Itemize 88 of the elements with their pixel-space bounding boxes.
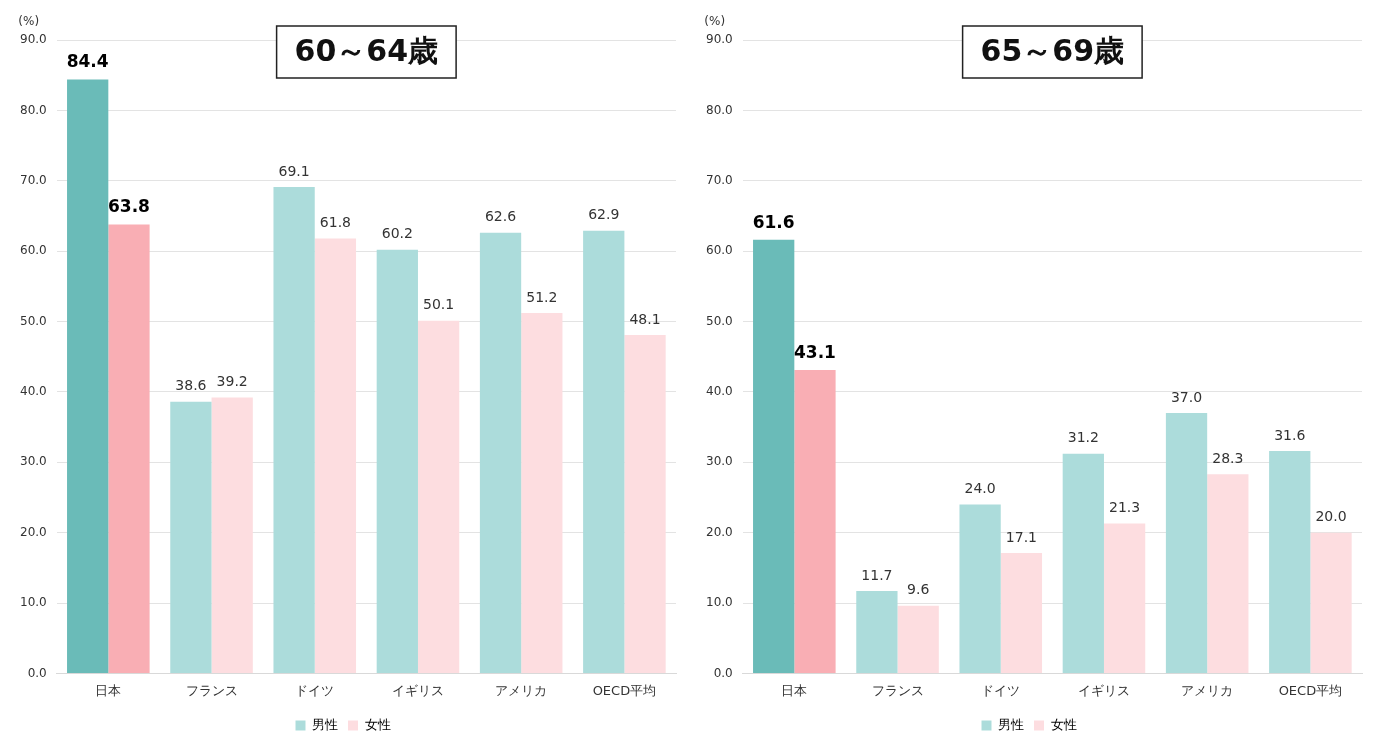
bar [1000,553,1043,673]
x-tick-label: アメリカ [1181,682,1234,698]
x-tick-label: フランス [185,682,238,698]
y-tick-label: 0.0 [27,665,47,680]
bar [314,238,357,673]
y-axis-title: (%) [704,14,726,29]
legend-label: 男性 [312,716,338,732]
x-tick-label: 日本 [781,682,808,698]
y-tick-label: 80.0 [20,102,47,117]
data-label: 39.2 [216,373,248,390]
y-tick-label: 90.0 [20,32,47,47]
x-tick-label: イギリス [391,682,444,698]
data-label: 31.2 [1067,429,1099,446]
y-tick-label: 10.0 [20,595,47,610]
x-tick-label: ドイツ [295,682,335,698]
y-tick-label: 90.0 [706,32,733,47]
data-label: 21.3 [1109,499,1141,516]
data-label: 24.0 [964,480,996,497]
y-tick-label: 70.0 [20,172,47,187]
bar [794,370,836,673]
data-label: 17.1 [1005,528,1037,545]
data-label: 61.6 [752,211,795,232]
data-label: 62.6 [484,208,517,225]
bar [108,224,150,673]
x-tick-label: 日本 [95,682,122,698]
y-tick-label: 70.0 [706,172,733,187]
bar [897,605,939,673]
y-tick-label: 30.0 [706,454,733,469]
data-label: 11.7 [861,566,893,583]
data-label: 37.0 [1170,388,1203,405]
data-label: 48.1 [629,310,661,327]
data-label: 38.6 [175,377,207,394]
bar [170,401,212,673]
bar [376,249,418,673]
y-tick-label: 80.0 [706,102,733,117]
data-label: 9.6 [907,581,930,598]
legend-label: 女性 [1050,716,1077,732]
y-tick-label: 0.0 [713,665,733,680]
bar [211,397,253,673]
bar [521,313,563,673]
bar [1269,451,1311,673]
chart-title: 60～64歳 [294,32,439,68]
bar [583,230,625,673]
y-tick-label: 40.0 [706,384,733,399]
data-label: 20.0 [1315,508,1347,525]
y-tick-label: 30.0 [20,454,47,469]
y-axis-title: (%) [18,14,40,29]
bar [959,504,1001,673]
y-tick-label: 50.0 [706,313,733,328]
y-tick-label: 50.0 [20,313,47,328]
data-label: 61.8 [319,214,351,231]
bar [67,79,109,673]
data-label: 84.4 [66,51,109,72]
data-label: 43.1 [793,341,836,362]
y-tick-label: 10.0 [706,595,733,610]
x-tick-label: OECD平均 [592,682,657,698]
bar [1062,453,1104,673]
x-tick-label: ドイツ [981,682,1021,698]
bar [417,320,460,673]
data-label: 62.9 [588,206,620,223]
bar [624,334,666,673]
x-tick-label: イギリス [1077,682,1130,698]
bar [1103,523,1146,673]
y-tick-label: 40.0 [20,384,47,399]
bar [1310,532,1352,673]
data-label: 69.1 [278,162,310,179]
data-label: 31.6 [1274,426,1306,443]
bar [479,232,522,673]
y-tick-label: 60.0 [20,243,47,258]
y-tick-label: 20.0 [706,524,733,539]
data-label: 50.1 [423,296,455,313]
legend-label: 女性 [364,716,391,732]
y-tick-label: 20.0 [20,524,47,539]
bar [273,187,315,673]
data-label: 51.2 [526,288,558,305]
x-tick-label: OECD平均 [1278,682,1343,698]
bar [1207,474,1249,673]
data-label: 63.8 [107,196,150,217]
x-tick-label: アメリカ [495,682,548,698]
chart-title: 65～69歳 [980,32,1125,68]
legend-label: 男性 [998,716,1024,732]
data-label: 60.2 [381,225,413,242]
x-tick-label: フランス [871,682,924,698]
y-tick-label: 60.0 [706,243,733,258]
data-label: 28.3 [1212,449,1244,466]
bar [856,591,898,673]
bar [1165,413,1208,673]
bar [753,239,795,673]
